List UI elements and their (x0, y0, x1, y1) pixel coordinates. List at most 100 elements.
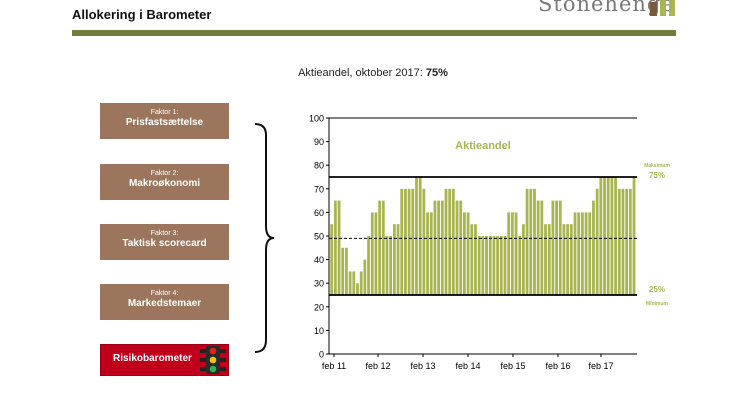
bar (392, 224, 396, 295)
bar (485, 236, 488, 295)
bar (459, 200, 463, 295)
x-tick-label: feb 17 (588, 361, 613, 371)
bar (562, 224, 566, 295)
bar (544, 224, 547, 295)
bar (614, 177, 617, 295)
bar (389, 236, 393, 295)
bar (580, 212, 584, 295)
factor-label: Makroøkonomi (128, 178, 201, 189)
bar (540, 200, 544, 295)
bar (352, 271, 356, 295)
bar (566, 224, 570, 295)
bar (522, 224, 525, 295)
bar (569, 224, 573, 295)
bar (415, 177, 418, 295)
bar (518, 236, 522, 295)
factor-2-box: Faktor 2: Makroøkonomi (100, 164, 229, 200)
bar (628, 188, 632, 295)
bar (381, 200, 385, 295)
bar (333, 200, 337, 295)
bar (470, 224, 474, 295)
factor-number: Faktor 2: (150, 170, 179, 177)
bar (573, 212, 577, 295)
bar (466, 212, 470, 295)
bar (385, 236, 389, 295)
factor-number: Faktor 3: (150, 230, 179, 237)
bar (359, 271, 363, 295)
factor-label: Taktisk scorecard (122, 238, 207, 249)
bar (437, 200, 441, 295)
bar (341, 247, 345, 295)
bar (455, 200, 459, 295)
bar (378, 200, 382, 295)
bar (356, 283, 359, 295)
bar (492, 236, 496, 295)
bar (367, 236, 370, 295)
bar (463, 212, 466, 295)
bar (411, 188, 415, 295)
factor-number: Faktor 1: (150, 109, 179, 116)
bar (426, 212, 429, 295)
factor-label: Markedstemaer (127, 298, 202, 309)
bar (499, 236, 503, 295)
limit-label: 75% (649, 171, 665, 180)
bar (558, 200, 562, 295)
bar (363, 259, 367, 295)
logo: Stonehenge (538, 0, 675, 16)
stonehenge-mark-icon (650, 0, 675, 16)
bar (529, 188, 533, 295)
bar (632, 177, 636, 295)
factor-1-box: Faktor 1: Prisfastsættelse (100, 103, 229, 139)
bar (610, 177, 614, 295)
limit-label: 25% (649, 285, 665, 294)
factors-brace (254, 123, 275, 353)
bar (474, 224, 477, 295)
factor-label: Prisfastsættelse (125, 117, 204, 128)
x-tick-label: feb 14 (455, 361, 480, 371)
bar (496, 236, 499, 295)
y-tick-label: 40 (314, 255, 324, 265)
y-tick-label: 50 (314, 232, 324, 242)
y-tick-label: 60 (314, 208, 324, 218)
bar (429, 212, 433, 295)
bar (603, 177, 606, 295)
bar (407, 188, 411, 295)
risk-barometer-box: Risikobarometer (100, 344, 229, 376)
x-tick-label: feb 12 (365, 361, 390, 371)
bar (481, 236, 485, 295)
x-tick-label: feb 15 (500, 361, 525, 371)
bar (514, 212, 518, 295)
header-divider (72, 30, 676, 36)
bar (536, 200, 540, 295)
bar (621, 188, 625, 295)
bar (533, 188, 536, 295)
bar (592, 200, 595, 295)
bar (488, 236, 492, 295)
page-title: Allokering i Barometer (72, 7, 212, 22)
bar (606, 177, 610, 295)
bar (625, 188, 629, 295)
bar (418, 177, 422, 295)
bar (477, 236, 481, 295)
y-tick-label: 100 (309, 114, 324, 124)
y-tick-label: 0 (319, 350, 324, 360)
bar (370, 212, 374, 295)
bar (507, 212, 511, 295)
bar (348, 271, 352, 295)
risk-barometer-label: Risikobarometer (113, 353, 192, 364)
bar (451, 188, 455, 295)
bar (503, 236, 507, 295)
bar (440, 200, 444, 295)
bar (551, 200, 555, 295)
bar (588, 212, 592, 295)
chart-title: Aktieandel (455, 140, 511, 152)
y-tick-label: 20 (314, 302, 324, 312)
bar (555, 200, 558, 295)
limit-caption: Minimum (646, 301, 668, 307)
bar (510, 212, 514, 295)
bar (400, 188, 404, 295)
y-tick-label: 90 (314, 137, 324, 147)
bar (330, 224, 334, 295)
factor-3-box: Faktor 3: Taktisk scorecard (100, 224, 229, 260)
